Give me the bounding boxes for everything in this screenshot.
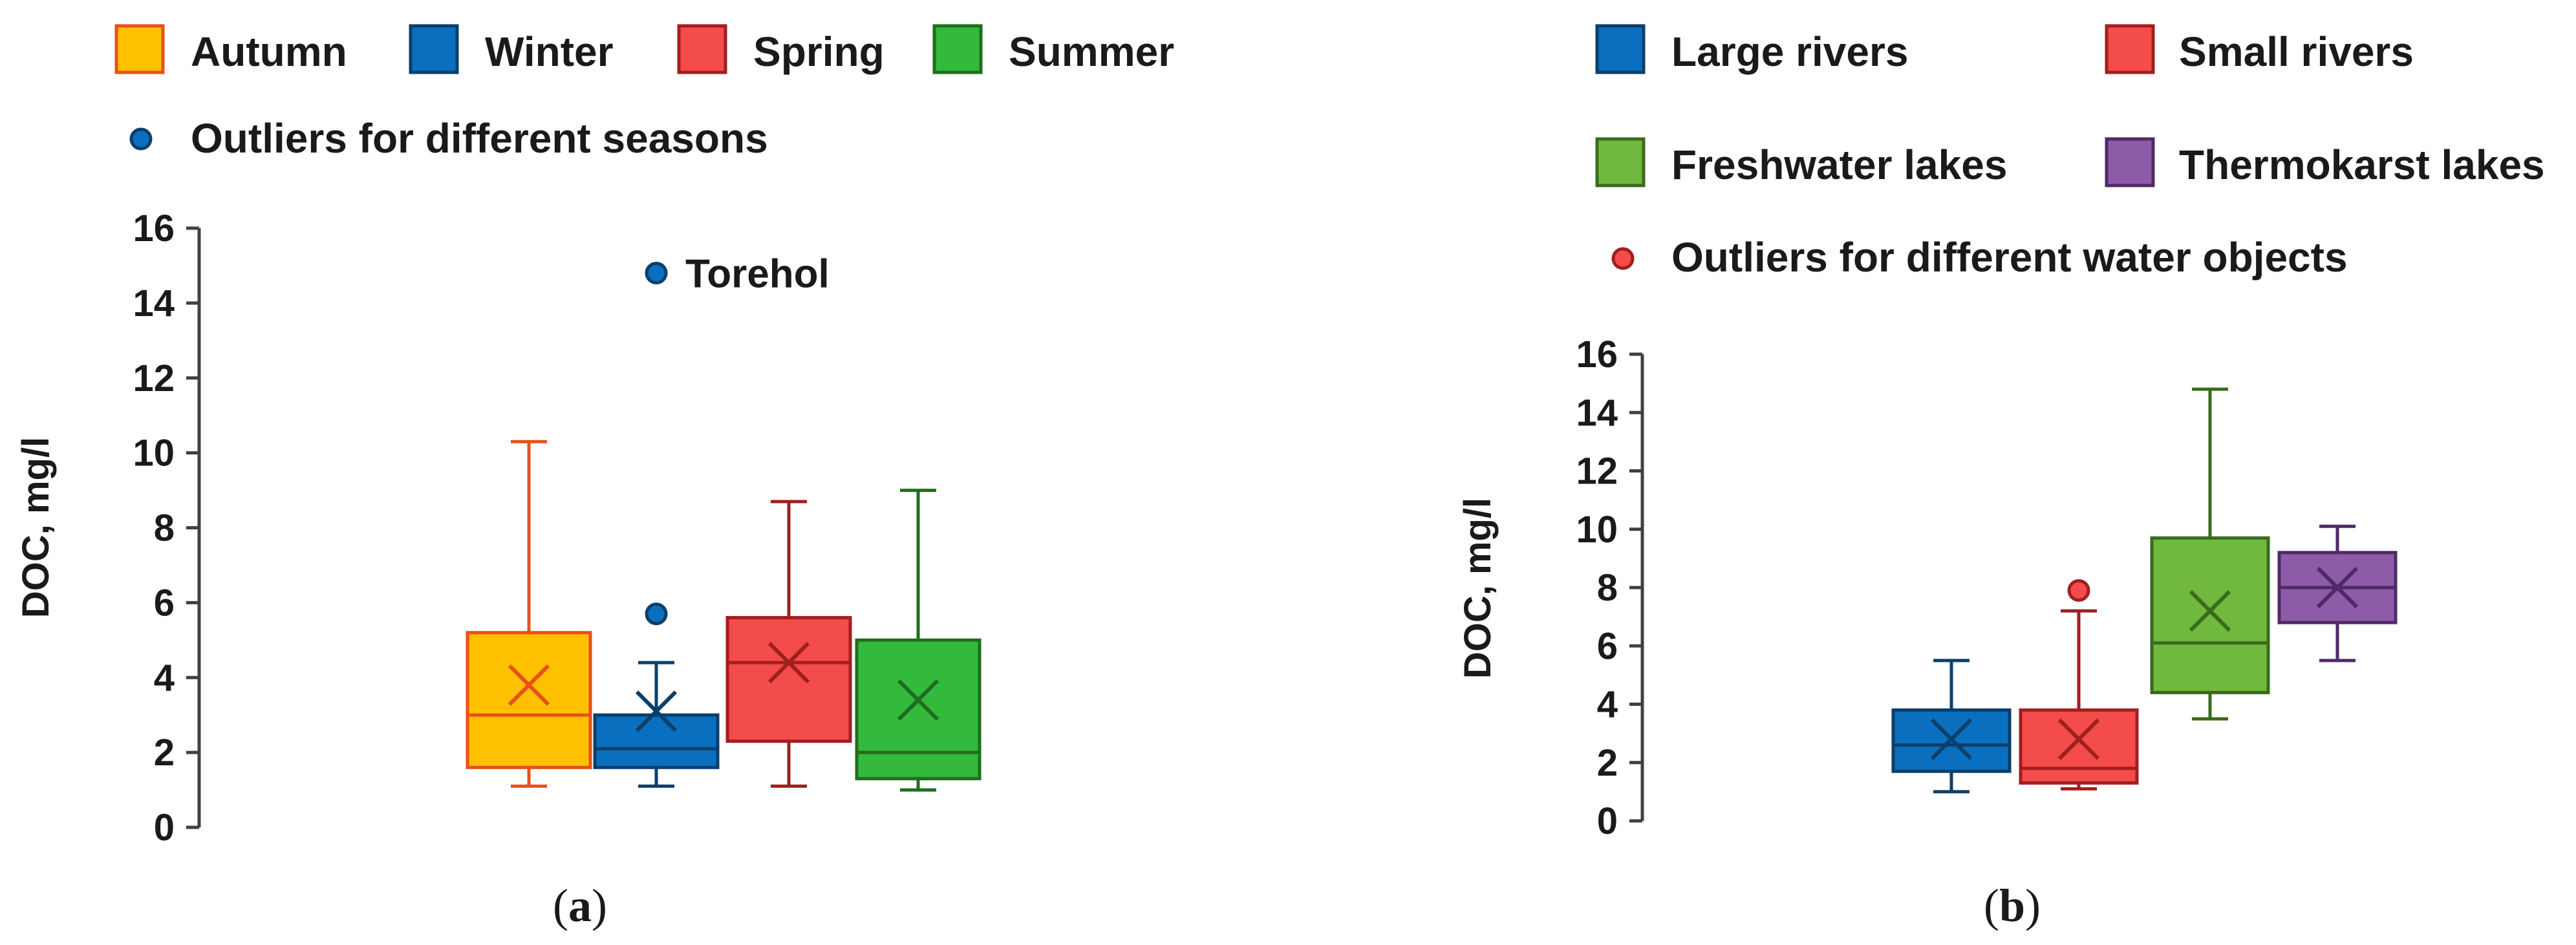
legend-label-summer: Summer bbox=[1009, 28, 1174, 75]
mean-stroke-2-summer bbox=[897, 679, 939, 721]
box-body-summer bbox=[855, 638, 982, 781]
legend-swatch-autumn bbox=[114, 24, 165, 74]
panel-label-a-close-paren: ) bbox=[592, 880, 607, 931]
legend-label-spring: Spring bbox=[753, 28, 885, 75]
legend-label-autumn: Autumn bbox=[191, 28, 347, 75]
legend-outlier-label-a: Outliers for different seasons bbox=[191, 115, 768, 162]
mean-stroke-2-thermokarst-lakes bbox=[2316, 566, 2359, 609]
mean-marker-autumn bbox=[508, 664, 550, 706]
y-tick-label-a-8: 8 bbox=[154, 507, 175, 549]
mean-marker-winter bbox=[635, 690, 678, 732]
y-tick-label-a-12: 12 bbox=[133, 357, 175, 399]
box-large-rivers bbox=[1891, 659, 2012, 794]
y-ticks-b: 0 2 4 6 8 10 12 14 16 bbox=[1576, 334, 1642, 842]
y-tick-label-a-14: 14 bbox=[133, 282, 175, 324]
box-summer bbox=[855, 489, 982, 792]
mean-stroke-2-small-rivers bbox=[2057, 718, 2100, 760]
mean-marker-spring bbox=[767, 641, 810, 684]
mean-stroke-2-spring bbox=[767, 641, 810, 684]
mean-marker-large-rivers bbox=[1930, 718, 1973, 760]
mean-stroke-2-large-rivers bbox=[1930, 718, 1973, 760]
outlier-winter-1 bbox=[645, 262, 668, 285]
legend-swatch-large-rivers bbox=[1595, 24, 1646, 74]
legend-swatch-summer bbox=[932, 24, 983, 74]
legend-a: Autumn Winter Spring Summer Outliers for… bbox=[114, 24, 1174, 162]
mean-stroke-2-autumn bbox=[508, 664, 550, 706]
box-freshwater-lakes bbox=[2150, 387, 2270, 721]
outlier-small-rivers-0 bbox=[2067, 579, 2090, 602]
y-tick-label-b-0: 0 bbox=[1597, 800, 1618, 842]
y-axis-b: 0 2 4 6 8 10 12 14 16 DOC, mg/l bbox=[1457, 334, 1644, 842]
y-tick-label-a-4: 4 bbox=[154, 657, 175, 699]
panel-label-b-open-paren: ( bbox=[1984, 880, 1999, 931]
legend-label-small-rivers: Small rivers bbox=[2179, 28, 2414, 75]
panel-label-b-letter: b bbox=[1999, 880, 2025, 931]
box-body-spring bbox=[725, 616, 852, 743]
y-axis-a: 0 2 4 6 8 10 12 14 16 DOC, mg/l bbox=[15, 207, 201, 849]
plot-b bbox=[1891, 387, 2398, 794]
mean-stroke-2-winter bbox=[635, 690, 678, 732]
y-ticks-a: 0 2 4 6 8 10 12 14 16 bbox=[133, 207, 199, 849]
legend-b: Large rivers Small rivers Freshwater lak… bbox=[1595, 24, 2545, 281]
y-tick-label-b-6: 6 bbox=[1597, 625, 1618, 667]
box-body-small-rivers bbox=[2019, 708, 2139, 785]
panel-label-a: (a) bbox=[553, 880, 607, 931]
y-tick-label-b-10: 10 bbox=[1576, 509, 1618, 551]
y-tick-label-b-2: 2 bbox=[1597, 742, 1618, 784]
panel-label-a-letter: a bbox=[568, 880, 592, 931]
y-tick-label-b-12: 12 bbox=[1576, 451, 1618, 493]
mean-marker-small-rivers bbox=[2057, 718, 2100, 760]
panel-label-b-close-paren: ) bbox=[2025, 880, 2041, 931]
box-body-freshwater-lakes bbox=[2150, 536, 2270, 694]
legend-swatch-winter bbox=[409, 24, 459, 74]
box-winter bbox=[593, 262, 720, 788]
y-tick-label-a-6: 6 bbox=[154, 582, 175, 624]
y-axis-title-b: DOC, mg/l bbox=[1457, 498, 1499, 679]
mean-stroke-2-freshwater-lakes bbox=[2189, 589, 2231, 632]
legend-label-freshwater-lakes: Freshwater lakes bbox=[1671, 142, 2007, 188]
legend-swatch-small-rivers bbox=[2105, 24, 2155, 74]
annotation-torehol: Torehol bbox=[685, 252, 830, 297]
box-body-autumn bbox=[466, 631, 592, 769]
outlier-winter-0 bbox=[645, 602, 668, 626]
box-thermokarst-lakes bbox=[2277, 524, 2398, 663]
y-tick-label-a-2: 2 bbox=[154, 732, 175, 774]
y-tick-label-b-8: 8 bbox=[1597, 567, 1618, 609]
legend-swatch-thermokarst-lakes bbox=[2105, 137, 2155, 187]
legend-swatch-spring bbox=[677, 24, 727, 74]
legend-label-thermokarst-lakes: Thermokarst lakes bbox=[2179, 142, 2545, 188]
legend-outlier-marker-b bbox=[1611, 247, 1635, 270]
legend-label-winter: Winter bbox=[485, 28, 614, 75]
panel-b: Large rivers Small rivers Freshwater lak… bbox=[1457, 24, 2545, 931]
y-tick-label-b-4: 4 bbox=[1597, 684, 1618, 726]
panel-a: Autumn Winter Spring Summer Outliers for… bbox=[15, 24, 1174, 931]
legend-outlier-label-b: Outliers for different water objects bbox=[1671, 234, 2348, 281]
y-axis-title-a: DOC, mg/l bbox=[15, 437, 57, 618]
plot-a: Torehol bbox=[466, 252, 982, 792]
box-small-rivers bbox=[2019, 579, 2139, 791]
mean-marker-thermokarst-lakes bbox=[2316, 566, 2359, 609]
panel-label-a-open-paren: ( bbox=[553, 880, 568, 931]
y-tick-label-a-0: 0 bbox=[154, 807, 175, 849]
y-tick-label-a-10: 10 bbox=[133, 432, 175, 474]
box-autumn bbox=[466, 440, 592, 788]
box-body-winter bbox=[593, 713, 720, 769]
mean-marker-summer bbox=[897, 679, 939, 721]
y-tick-label-a-16: 16 bbox=[133, 207, 175, 250]
box-spring bbox=[725, 500, 852, 788]
legend-outlier-marker-a bbox=[129, 127, 153, 151]
mean-marker-freshwater-lakes bbox=[2189, 589, 2231, 632]
panel-label-b: (b) bbox=[1984, 880, 2041, 931]
y-tick-label-b-14: 14 bbox=[1576, 392, 1618, 434]
y-tick-label-b-16: 16 bbox=[1576, 334, 1618, 376]
legend-label-large-rivers: Large rivers bbox=[1671, 28, 1908, 75]
legend-swatch-freshwater-lakes bbox=[1595, 137, 1646, 187]
